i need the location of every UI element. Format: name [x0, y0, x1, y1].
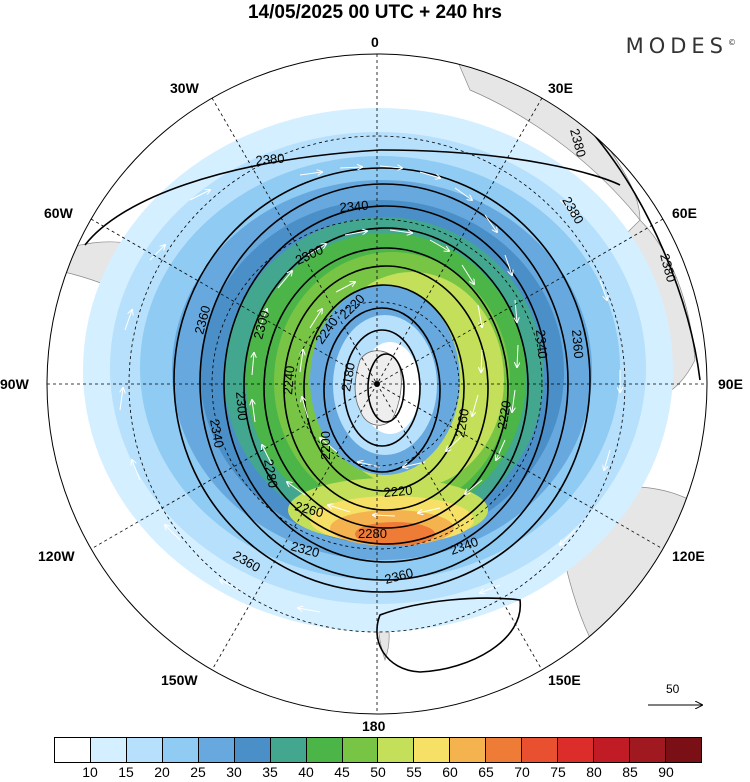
colorbar-tick-label: 10 [82, 764, 98, 780]
contour-label: 2300 [233, 391, 250, 421]
contour-label: 2340 [207, 418, 227, 449]
contour-label: 2220 [383, 483, 413, 500]
wind-vectors [120, 166, 620, 613]
colorbar-box [126, 738, 163, 762]
contour-label: 2380 [657, 252, 679, 284]
colorbar-box [522, 738, 559, 762]
colorbar-box [162, 738, 199, 762]
south-pole-marker [374, 381, 380, 387]
contour-label: 2360 [569, 329, 586, 359]
colorbar-tick-label: 80 [586, 764, 602, 780]
colorbar-tick-label: 60 [442, 764, 458, 780]
lon-label-30e: 30E [548, 80, 573, 96]
brand-mark: © [728, 38, 736, 47]
contour-label: 2360 [191, 304, 213, 336]
colorbar-box [234, 738, 271, 762]
colorbar-tick-label: 65 [478, 764, 494, 780]
lon-label-150w: 150W [161, 672, 198, 688]
contour-label: 2380 [255, 151, 285, 168]
contour-label: 2220 [494, 399, 514, 430]
contour-label: 2260 [452, 407, 472, 438]
colorbar-tick-label: 25 [190, 764, 206, 780]
contour-label-group: 2380 2380 2380 2380 2360 2360 2360 2360 … [191, 127, 679, 587]
colorbar-tick-label: 75 [550, 764, 566, 780]
colorbar-tick-label: 70 [514, 764, 530, 780]
lon-label-0: 0 [371, 34, 379, 50]
lon-label-120w: 120W [38, 548, 75, 564]
colorbar [54, 737, 702, 763]
contour-label: 2280 [261, 458, 281, 489]
contour-label: 2320 [289, 538, 321, 560]
colorbar-box [90, 738, 127, 762]
colorbar-box [558, 738, 595, 762]
colorbar-box [414, 738, 451, 762]
contour-label: 2240 [280, 365, 297, 395]
contour-label: 2200 [318, 431, 333, 460]
brand-name: MODES [625, 34, 728, 58]
colorbar-box [486, 738, 523, 762]
contour-label: 2300 [250, 309, 272, 341]
colorbar-box [306, 738, 343, 762]
lon-label-90e: 90E [718, 376, 743, 392]
lon-label-180: 180 [362, 718, 386, 734]
contour-label: 2340 [339, 198, 369, 215]
lon-label-60w: 60W [44, 205, 73, 221]
colorbar-box [55, 738, 91, 762]
reference-vector-label: 50 [666, 682, 680, 696]
lon-label-150e: 150E [548, 672, 581, 688]
height-contours [84, 129, 701, 673]
colorbar-tick-label: 45 [334, 764, 350, 780]
lon-label-60e: 60E [672, 205, 697, 221]
colorbar-box [450, 738, 487, 762]
colorbar-box [198, 738, 235, 762]
lon-label-90w: 90W [0, 376, 29, 392]
colorbar-tick-label: 30 [226, 764, 242, 780]
contour-label: 2180 [338, 361, 358, 392]
colorbar-tick-label: 20 [154, 764, 170, 780]
map-border [46, 53, 708, 715]
colorbar-box [594, 738, 630, 762]
colorbar-tick-label: 55 [406, 764, 422, 780]
contour-label: 2280 [358, 526, 387, 541]
colorbar-box [630, 738, 666, 762]
colorbar-tick-label: 90 [658, 764, 674, 780]
lon-label-30w: 30W [170, 80, 199, 96]
colorbar-tick-label: 40 [298, 764, 314, 780]
contour-label: 2360 [383, 565, 415, 587]
colorbar-box [270, 738, 307, 762]
colorbar-tick-label: 35 [262, 764, 278, 780]
colorbar-tick-label: 85 [622, 764, 638, 780]
contour-label: 2380 [567, 127, 589, 159]
map-title: 14/05/2025 00 UTC + 240 hrs [247, 2, 503, 23]
colorbar-box [665, 738, 701, 762]
colorbar-box [378, 738, 415, 762]
brand-logo: MODES© [626, 34, 736, 58]
contour-label: 2260 [293, 498, 325, 520]
colorbar-tick-label: 50 [370, 764, 386, 780]
colorbar-tick-label: 15 [118, 764, 134, 780]
lon-label-120e: 120E [672, 548, 705, 564]
antarctica-coast [354, 350, 402, 426]
colorbar-box [342, 738, 379, 762]
contour-label: 2340 [533, 329, 550, 359]
